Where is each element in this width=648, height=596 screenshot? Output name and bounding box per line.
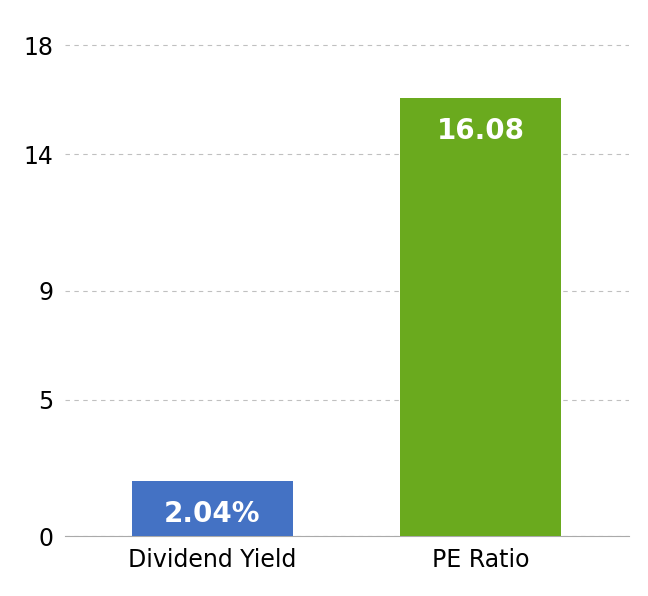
Text: 16.08: 16.08 bbox=[437, 117, 525, 145]
Text: 2.04%: 2.04% bbox=[164, 500, 260, 528]
Bar bbox=[132, 481, 293, 536]
Bar bbox=[400, 98, 561, 536]
